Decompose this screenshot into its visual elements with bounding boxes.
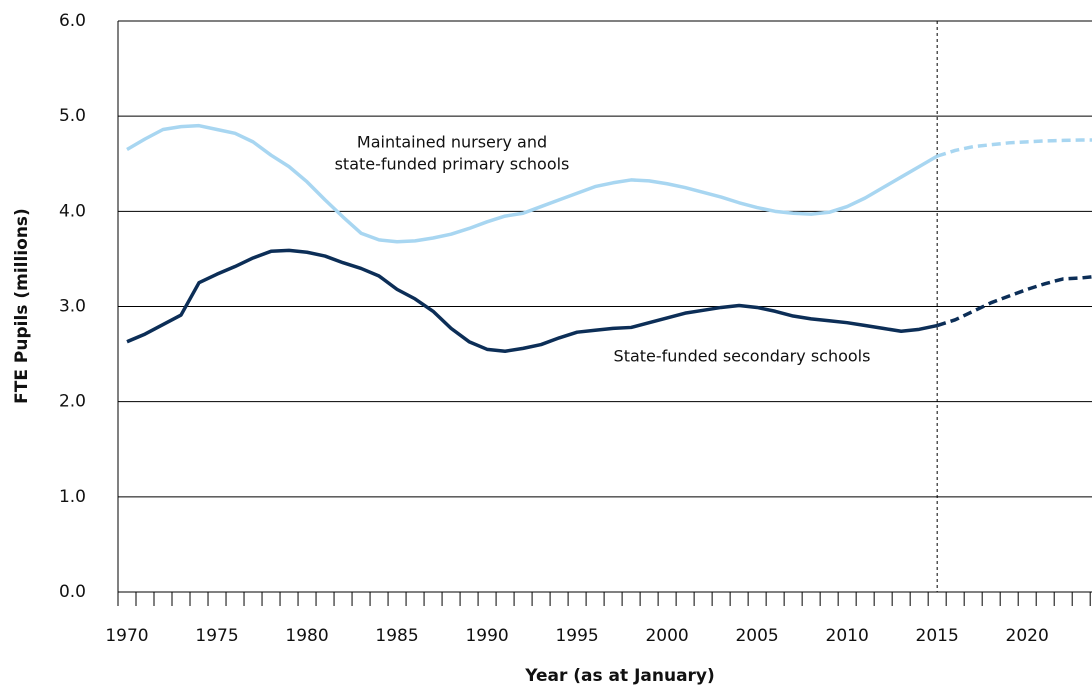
x-tick-label: 2000 [645, 626, 688, 646]
y-tick-label: 6.0 [59, 11, 86, 31]
y-tick-label: 1.0 [59, 487, 86, 507]
annotation: state-funded primary schools [335, 155, 570, 174]
series-line [936, 275, 1092, 328]
y-tick-label: 5.0 [59, 106, 86, 126]
x-tick-label: 2005 [735, 626, 778, 646]
annotation: Maintained nursery and [357, 133, 547, 152]
annotation: State-funded secondary schools [614, 347, 871, 366]
y-tick-label: 4.0 [59, 201, 86, 221]
x-tick-label: 1975 [195, 626, 238, 646]
y-tick-label: 2.0 [59, 392, 86, 412]
x-tick-label: 2010 [826, 626, 869, 646]
x-tick-label: 1985 [375, 626, 418, 646]
y-axis-label: FTE Pupils (millions) [12, 208, 32, 404]
y-tick-label: 0.0 [59, 582, 86, 602]
x-tick-label: 1990 [465, 626, 508, 646]
x-tick-label: 2015 [916, 626, 959, 646]
x-tick-label: 2020 [1006, 626, 1049, 646]
x-tick-label: 1995 [555, 626, 598, 646]
y-tick-label: 3.0 [59, 297, 86, 317]
x-axis-label: Year (as at January) [524, 666, 715, 686]
plot-area [126, 123, 1092, 353]
x-tick-label: 1970 [105, 626, 148, 646]
series-line [936, 138, 1092, 158]
series-line [126, 123, 939, 244]
x-tick-label: 1980 [285, 626, 328, 646]
grid [117, 20, 1092, 606]
series-line [126, 248, 938, 353]
